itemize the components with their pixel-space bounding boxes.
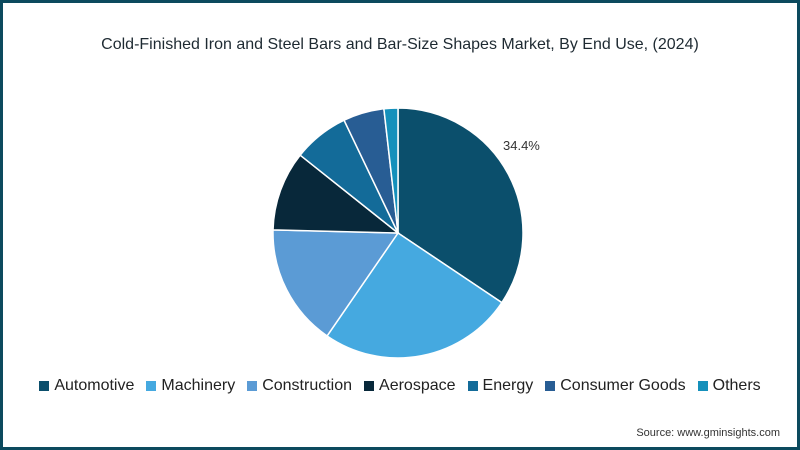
legend-label: Machinery bbox=[161, 377, 236, 394]
legend-item-aerospace: Aerospace bbox=[364, 377, 456, 395]
legend-item-automotive: Automotive bbox=[39, 377, 134, 395]
automotive-data-label: 34.4% bbox=[503, 138, 540, 153]
chart-title: Cold-Finished Iron and Steel Bars and Ba… bbox=[101, 36, 699, 53]
legend-item-construction: Construction bbox=[247, 377, 352, 395]
legend-item-machinery: Machinery bbox=[146, 377, 235, 395]
legend-swatch-icon bbox=[364, 381, 375, 391]
legend-swatch-icon bbox=[39, 381, 50, 391]
pie-slice-aerospace bbox=[272, 154, 401, 234]
legend-swatch-icon bbox=[697, 381, 708, 391]
pie-slice-machinery bbox=[326, 231, 503, 359]
source-text: Source: www.gminsights.com bbox=[636, 427, 780, 439]
legend-label: Energy bbox=[482, 377, 534, 394]
legend-swatch-icon bbox=[247, 381, 258, 391]
legend-swatch-icon bbox=[545, 381, 556, 391]
pie-slice-automotive bbox=[397, 107, 524, 304]
legend-label: Automotive bbox=[54, 377, 135, 394]
legend-item-energy: Energy bbox=[467, 377, 534, 395]
pie-slice-others bbox=[383, 107, 399, 234]
pie-slice-construction bbox=[272, 229, 400, 337]
legend-label: Others bbox=[712, 377, 761, 394]
legend-swatch-icon bbox=[146, 381, 157, 391]
legend-swatch-icon bbox=[467, 381, 478, 391]
legend-label: Consumer Goods bbox=[560, 377, 686, 394]
legend: Automotive Machinery Construction Aerospace… bbox=[0, 377, 800, 395]
legend-label: Construction bbox=[262, 377, 353, 394]
legend-item-consumer-goods: Consumer Goods bbox=[545, 377, 686, 395]
legend-label: Aerospace bbox=[379, 377, 456, 394]
legend-item-others: Others bbox=[697, 377, 761, 395]
